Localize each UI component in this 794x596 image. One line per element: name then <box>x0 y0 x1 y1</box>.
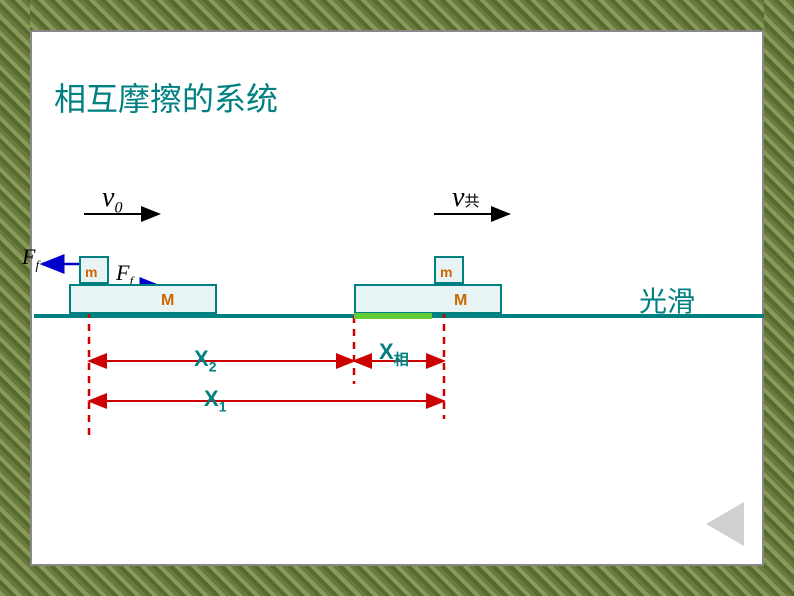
page-title: 相互摩擦的系统 <box>54 74 278 120</box>
Ff-left-label: Ff <box>22 244 39 273</box>
smooth-label: 光滑 <box>639 280 695 320</box>
border-bottom <box>0 566 794 596</box>
label-m-right: m <box>440 264 452 280</box>
slide-content: 相互摩擦的系统 v0 <box>34 34 760 562</box>
x2-label: X2 <box>194 346 216 374</box>
block-M-left: M <box>69 284 217 314</box>
block-m-right: m <box>434 256 464 284</box>
label-M-right: M <box>454 292 467 310</box>
physics-diagram: v0 <box>34 154 764 504</box>
x1-label: X1 <box>204 386 226 414</box>
border-left <box>0 0 30 596</box>
back-button[interactable] <box>706 502 744 546</box>
border-right <box>764 0 794 596</box>
block-M-right: M <box>354 284 502 314</box>
green-bar <box>354 313 432 319</box>
label-M-left: M <box>161 292 174 310</box>
vcommon-label: v共 <box>452 182 479 214</box>
block-m-left: m <box>79 256 109 284</box>
xrel-label: X相 <box>379 339 409 369</box>
label-m-left: m <box>85 264 97 280</box>
border-top <box>0 0 794 30</box>
diagram-svg <box>34 154 764 504</box>
